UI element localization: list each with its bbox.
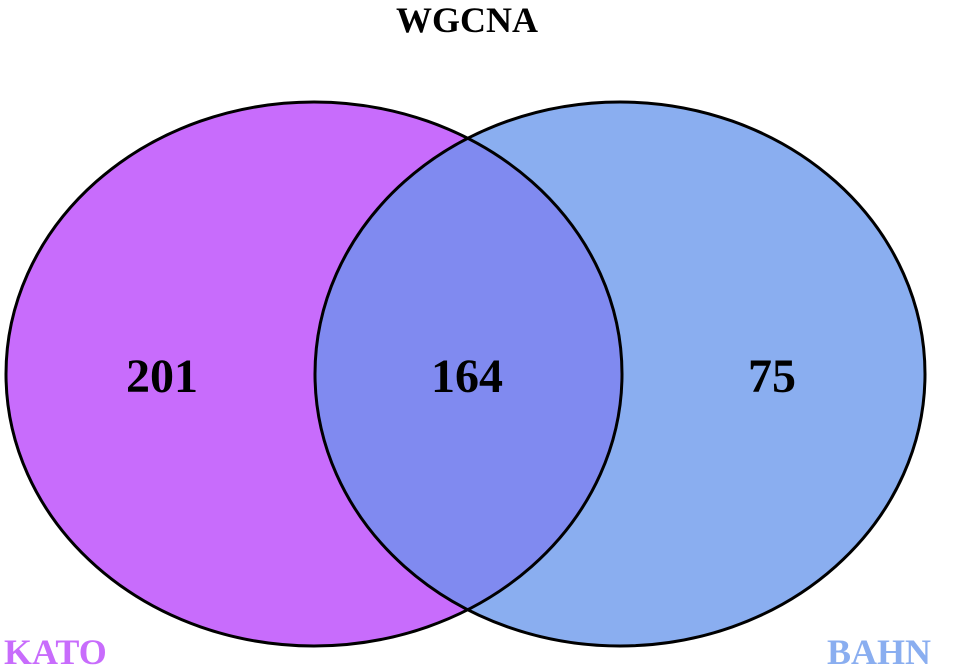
intersection-count: 164 [431,350,503,403]
intersection-region [315,102,622,646]
kato-only-count: 201 [126,350,198,403]
kato-set-outline [4,100,624,648]
bahn-set-outline [313,100,927,648]
diagram-title: WGCNA [396,0,538,40]
bahn-set-label: BAHN [827,632,931,671]
kato-set-label: KATO [4,632,107,671]
bahn-only-count: 75 [748,350,796,403]
